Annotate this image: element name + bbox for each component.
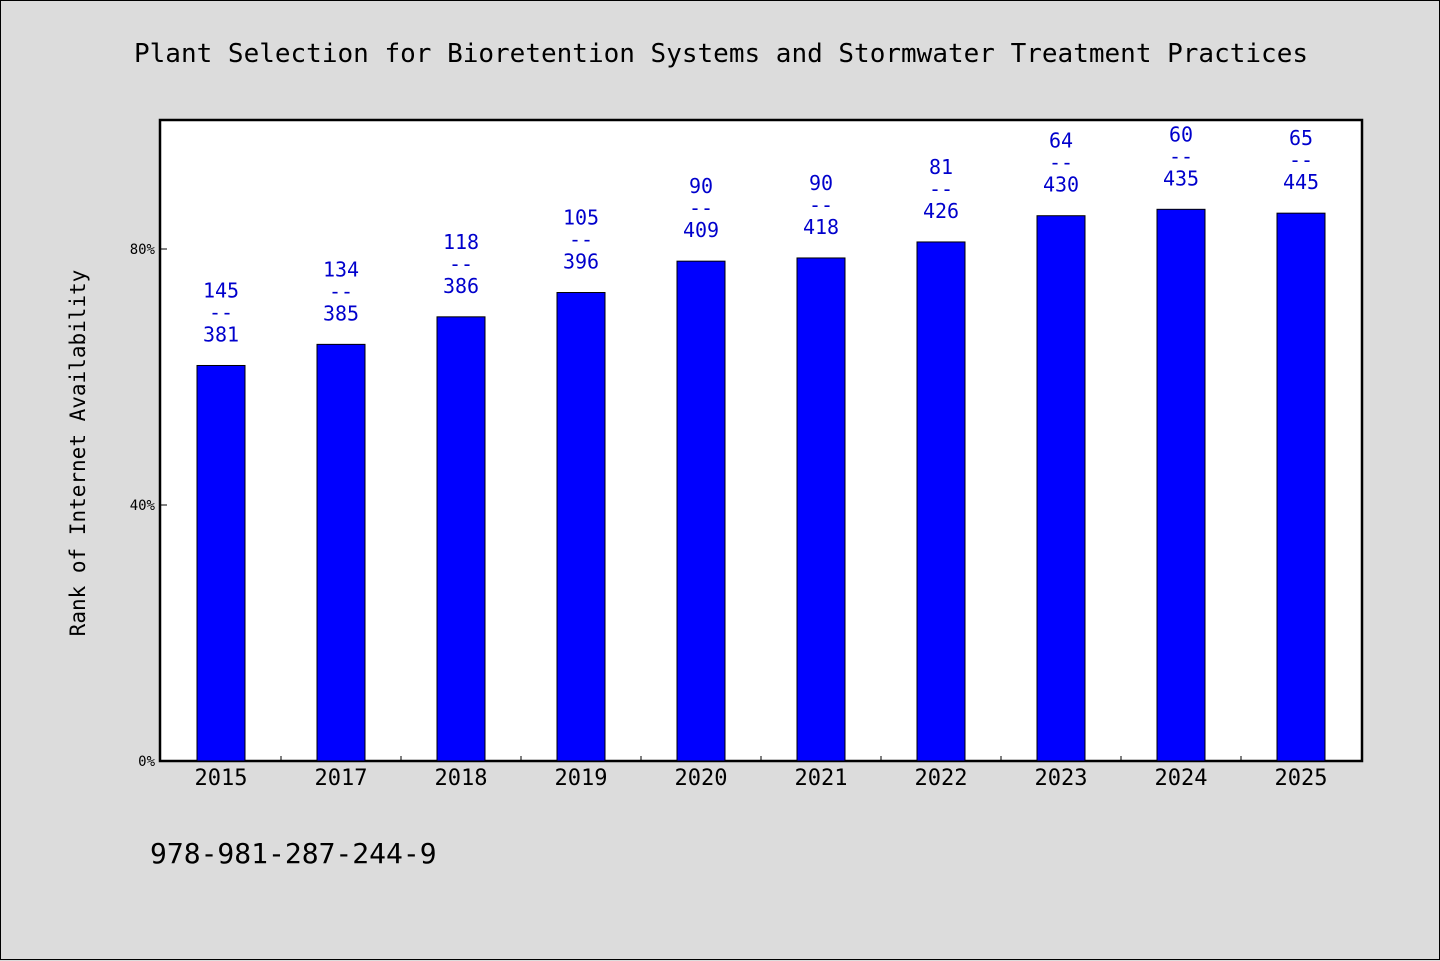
bar-label-top-2015: 145 <box>203 278 239 302</box>
bar-2025 <box>1276 212 1326 762</box>
bar-label-top-2024: 60 <box>1169 122 1193 146</box>
bars-group <box>196 208 1326 762</box>
bar-2020 <box>676 260 726 762</box>
chart-title: Plant Selection for Bioretention Systems… <box>134 39 1308 69</box>
isbn-text: 978-981-287-244-9 <box>150 837 437 870</box>
bar-label-top-2025: 65 <box>1289 126 1313 150</box>
bar-2019 <box>556 292 606 762</box>
bar-label-bottom-2020: 409 <box>683 218 719 242</box>
bar-label-bottom-2022: 426 <box>923 199 959 223</box>
y-tick-label-40: 40% <box>130 498 156 514</box>
bar-label-separator-2020: -- <box>689 196 713 220</box>
bar-label-bottom-2018: 386 <box>443 274 479 298</box>
bar-label-bottom-2021: 418 <box>803 215 839 239</box>
bar-label-top-2021: 90 <box>809 171 833 195</box>
bar-label-separator-2015: -- <box>209 300 233 324</box>
bar-2021 <box>796 257 846 762</box>
bar-label-bottom-2025: 445 <box>1283 170 1319 194</box>
bar-label-top-2020: 90 <box>689 174 713 198</box>
x-tick-label-2021: 2021 <box>795 766 848 791</box>
x-tick-label-2023: 2023 <box>1035 766 1088 791</box>
x-axis: 2015 2017 2018 2019 2020 2021 2022 2023 2024 2025 <box>195 756 1328 791</box>
bar-label-separator-2021: -- <box>809 193 833 217</box>
bar-label-separator-2022: -- <box>929 177 953 201</box>
bar-label-separator-2023: -- <box>1049 151 1073 175</box>
x-tick-label-2020: 2020 <box>675 766 728 791</box>
bar-label-separator-2017: -- <box>329 279 353 303</box>
bar-label-bottom-2017: 385 <box>323 301 359 325</box>
x-tick-label-2022: 2022 <box>915 766 968 791</box>
x-tick-label-2018: 2018 <box>435 766 488 791</box>
bar-2017 <box>316 343 366 762</box>
bar-label-top-2023: 64 <box>1049 129 1073 153</box>
bar-2015 <box>196 364 246 762</box>
y-tick-label-0: 0% <box>138 754 155 770</box>
bar-2022 <box>916 241 966 762</box>
bar-label-bottom-2023: 430 <box>1043 173 1079 197</box>
x-tick-label-2017: 2017 <box>315 766 368 791</box>
y-axis: 0% 40% 80% <box>130 242 167 770</box>
bar-label-top-2019: 105 <box>563 206 599 230</box>
x-tick-label-2024: 2024 <box>1155 766 1208 791</box>
y-tick-label-80: 80% <box>130 242 156 258</box>
bar-2023 <box>1036 215 1086 762</box>
bar-label-top-2018: 118 <box>443 230 479 254</box>
bar-label-bottom-2024: 435 <box>1163 166 1199 190</box>
bar-2018 <box>436 316 486 762</box>
bar-label-separator-2018: -- <box>449 252 473 276</box>
bar-label-bottom-2015: 381 <box>203 322 239 346</box>
bar-label-top-2022: 81 <box>929 155 953 179</box>
bar-label-separator-2024: -- <box>1169 144 1193 168</box>
bar-label-separator-2019: -- <box>569 228 593 252</box>
bar-label-separator-2025: -- <box>1289 148 1313 172</box>
bar-2024 <box>1156 208 1206 762</box>
y-axis-label: Rank of Internet Availability <box>66 270 90 637</box>
x-tick-label-2019: 2019 <box>555 766 608 791</box>
bar-labels-group: 381--145385--134386--118396--105409--904… <box>203 122 1319 346</box>
x-tick-label-2025: 2025 <box>1275 766 1328 791</box>
x-tick-label-2015: 2015 <box>195 766 248 791</box>
bar-label-bottom-2019: 396 <box>563 250 599 274</box>
bar-label-top-2017: 134 <box>323 257 359 281</box>
